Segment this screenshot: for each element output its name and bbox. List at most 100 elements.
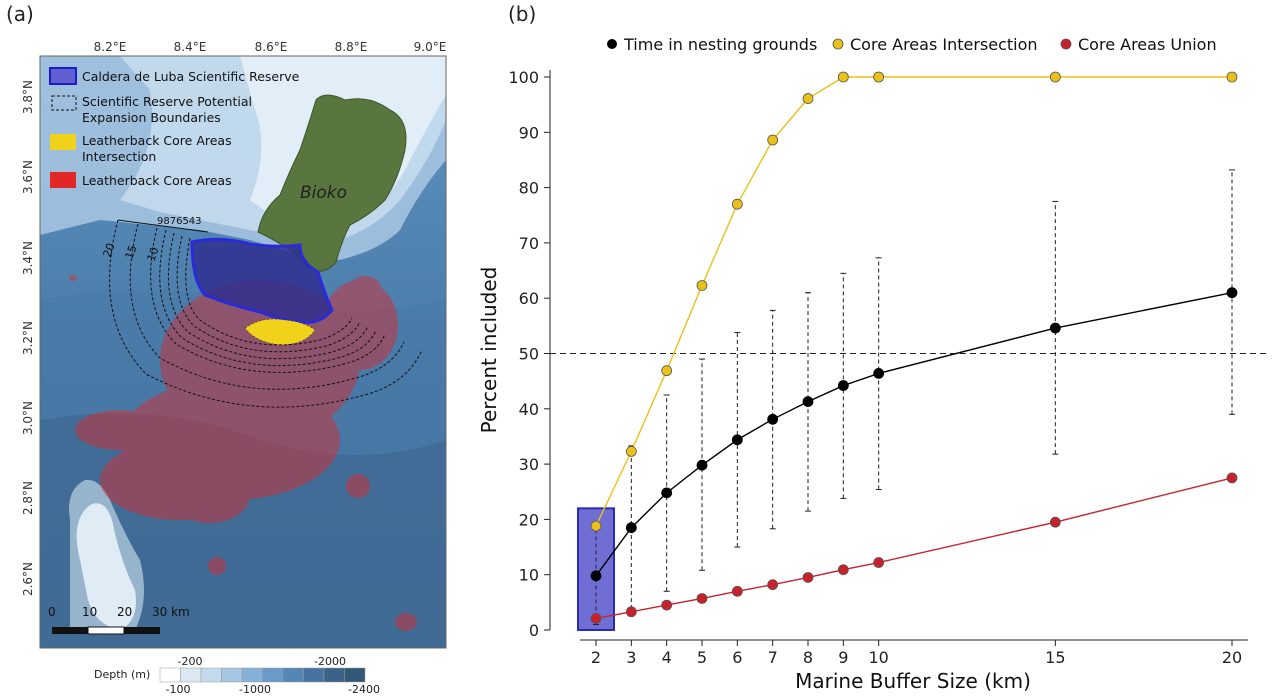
panel-b-label: (b)	[508, 2, 537, 26]
series-point-1	[625, 445, 637, 457]
chart-legend: Time in nesting grounds Core Areas Inter…	[607, 35, 1217, 54]
x-tick-label: 2	[591, 648, 601, 667]
series-point-0	[767, 413, 779, 425]
series-line-0	[595, 291, 1233, 577]
panel-a-label: (a)	[6, 2, 34, 26]
series-point-1	[731, 198, 743, 210]
series-point-1	[661, 365, 673, 377]
expansion-boundaries	[109, 219, 423, 408]
map-area: Bioko 9876543 20 15 10 Caldera de Luba S…	[40, 56, 446, 648]
y-tick-label: 30	[519, 455, 539, 474]
buffer-labels-top: 9876543	[157, 216, 202, 227]
legend-swatch-expansion	[51, 95, 77, 111]
boundary-6km	[167, 232, 369, 360]
depth-legend: Depth (m) -200 -2000 -100 -1000 -2400	[94, 655, 380, 696]
depth-label-bottom: -100	[166, 683, 191, 696]
series-point-1	[837, 71, 849, 83]
scale-bar: 0 10 20 30 km	[48, 605, 190, 635]
legend-label-reserve: Caldera de Luba Scientific Reserve	[82, 69, 300, 84]
scale-label-10: 10	[82, 605, 97, 619]
x-tick-label: 4	[662, 648, 672, 667]
map-panel: Bioko 9876543 20 15 10 Caldera de Luba S…	[21, 40, 447, 696]
series-point-0	[873, 368, 885, 379]
legend-label-expansion-2: Expansion Boundaries	[82, 110, 221, 125]
depth-swatch	[241, 667, 263, 683]
boundary-8km	[159, 229, 377, 366]
scale-segment	[87, 626, 125, 635]
core-area-blob	[100, 440, 260, 520]
series-point-1	[696, 280, 708, 291]
series-point-1	[873, 71, 885, 83]
lat-tick: 2.8°N	[21, 481, 35, 515]
depth-label-bottom: -2400	[348, 683, 380, 696]
series-point-0	[661, 487, 673, 499]
legend-label-expansion: Scientific Reserve Potential	[82, 94, 252, 109]
scale-label-0: 0	[48, 605, 56, 619]
buffer-label-15: 15	[123, 243, 140, 261]
core-area-blob	[75, 410, 165, 450]
core-area-blob	[346, 474, 370, 498]
boundary-2km	[185, 237, 353, 346]
depth-swatch	[262, 667, 284, 683]
series-point-0	[590, 570, 602, 582]
x-tick-label: 10	[868, 648, 888, 667]
depth-label-top: -2000	[314, 655, 346, 668]
depth-swatch	[344, 667, 366, 683]
series-point-1	[802, 93, 814, 104]
legend-label-intersection: Leatherback Core Areas	[82, 133, 232, 148]
legend-marker-intersection	[832, 38, 844, 50]
series-point-0	[1226, 287, 1238, 299]
boundary-20km	[109, 219, 423, 408]
y-tick-label: 40	[519, 400, 539, 419]
series-line-2	[595, 477, 1233, 620]
x-axis-label: Marine Buffer Size (km)	[795, 669, 1031, 693]
legend-marker-union	[1060, 38, 1072, 50]
series-point-2	[625, 606, 637, 618]
x-tick-label: 5	[697, 648, 707, 667]
scale-segment	[52, 627, 88, 634]
depth-swatch	[282, 667, 304, 683]
legend-swatch-reserve	[49, 67, 77, 85]
boundary-10km	[150, 227, 386, 373]
core-area-blob	[260, 405, 340, 475]
depth-swatch	[200, 667, 222, 683]
plot-area	[550, 71, 1270, 631]
depth-legend-title: Depth (m)	[94, 668, 150, 681]
core-intersection	[244, 318, 316, 346]
depth-swatches	[159, 667, 366, 683]
series-point-1	[1049, 71, 1061, 83]
y-axis-label: Percent included	[477, 267, 501, 434]
series-point-0	[731, 434, 743, 446]
boundary-top-line	[117, 219, 209, 233]
lon-tick: 8.2°E	[94, 40, 127, 54]
y-tick-label: 20	[519, 510, 539, 529]
y-tick-label: 60	[519, 289, 539, 308]
x-tick-label: 20	[1222, 648, 1242, 667]
series-point-2	[873, 557, 885, 568]
x-tick-label: 3	[626, 648, 636, 667]
y-tick-label: 0	[529, 621, 539, 640]
legend-label-intersection: Core Areas Intersection	[850, 35, 1038, 54]
lat-tick: 2.6°N	[21, 562, 35, 596]
lat-tick: 3.0°N	[21, 401, 35, 435]
legend-swatch-core	[50, 172, 76, 188]
scale-label-20: 20	[117, 605, 132, 619]
core-area-blob	[322, 280, 398, 370]
core-area-blob	[170, 467, 250, 523]
map-legend: Caldera de Luba Scientific Reserve Scien…	[49, 67, 300, 188]
map-frame	[39, 55, 447, 649]
core-area-blob	[120, 380, 340, 500]
boundary-15km	[129, 223, 405, 390]
depth-swatch	[180, 667, 202, 683]
lat-ticks: 3.8°N 3.6°N 3.4°N 3.2°N 3.0°N 2.8°N 2.6°…	[21, 80, 35, 596]
series-line-1	[595, 76, 1232, 527]
series-point-0	[625, 522, 637, 534]
depth-swatch	[159, 667, 181, 683]
island-label: Bioko	[300, 183, 347, 203]
series-point-2	[661, 599, 673, 611]
buffer-label-10: 10	[145, 245, 162, 263]
depth-label-bottom: -1000	[239, 683, 271, 696]
depth-label-top: -200	[178, 655, 203, 668]
core-area-blob	[349, 276, 381, 300]
series-point-2	[590, 612, 602, 624]
